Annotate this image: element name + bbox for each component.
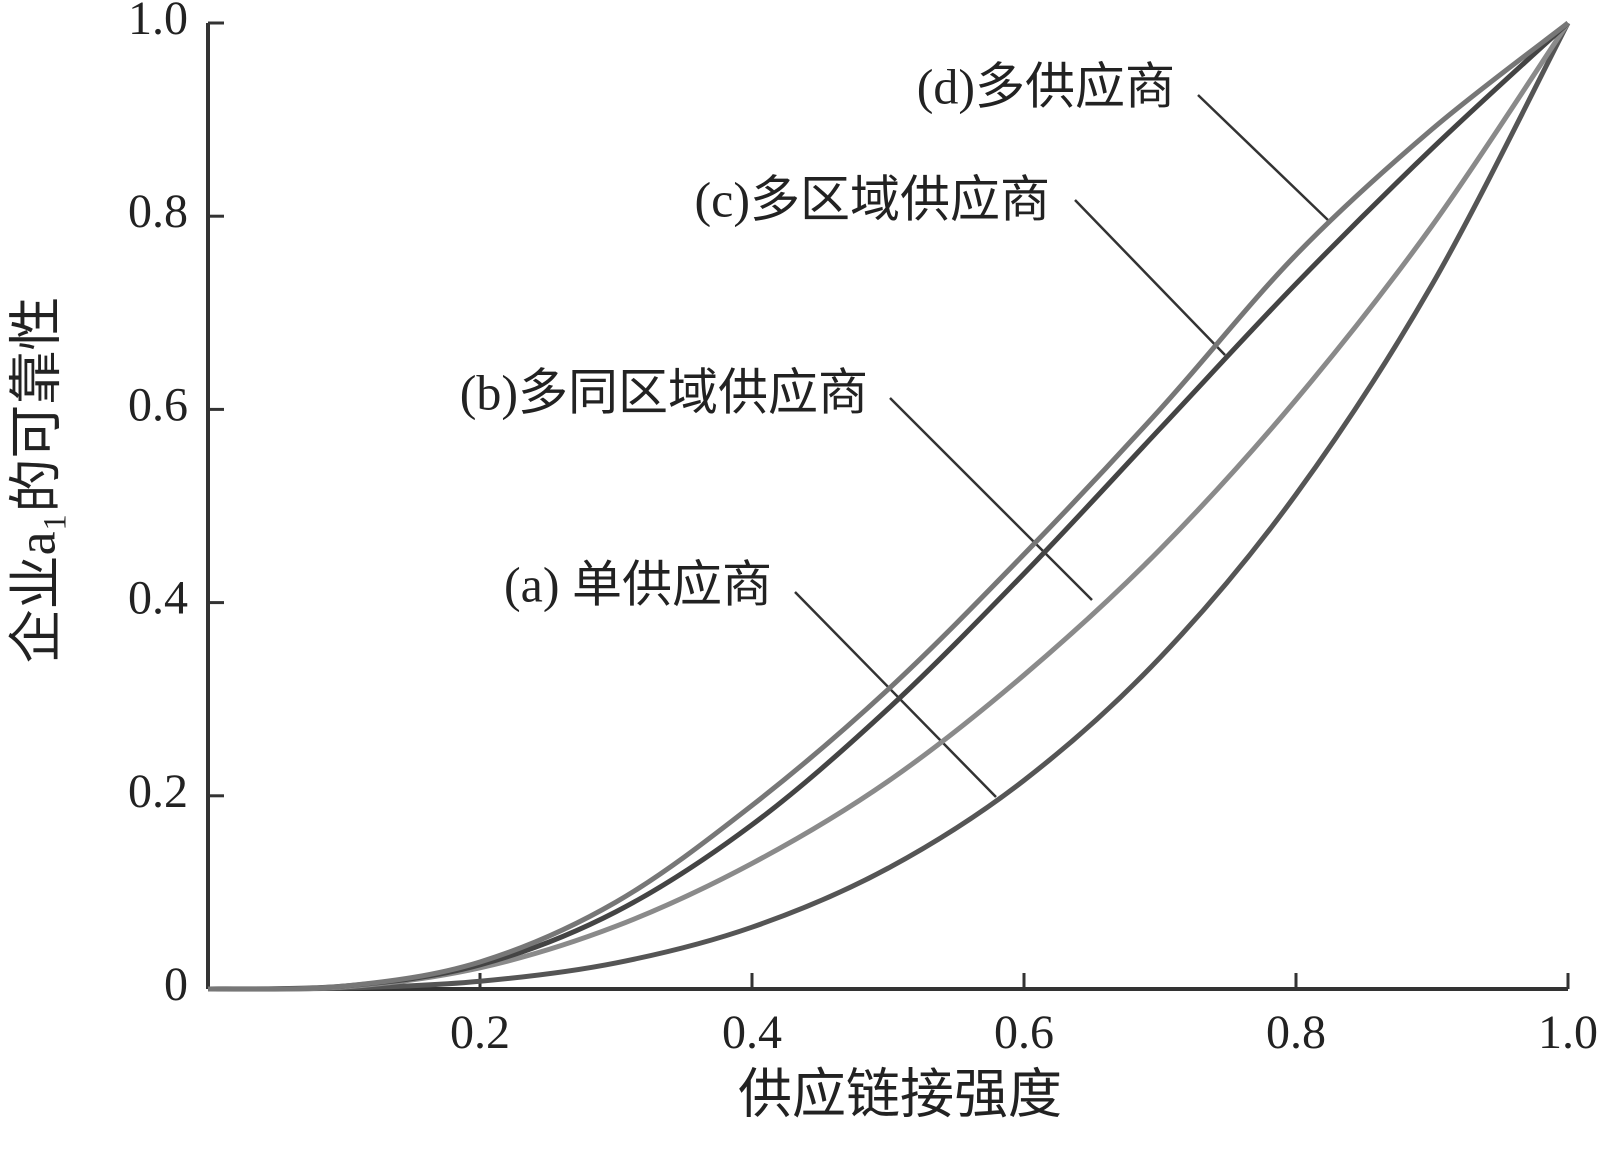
x-tick-label: 1.0 <box>1538 1006 1598 1059</box>
leader-line <box>794 591 997 798</box>
y-tick-label: 0.4 <box>128 572 188 625</box>
data-line <box>207 21 1571 992</box>
leader-line <box>1074 199 1226 356</box>
y-tick-label: 1.0 <box>128 0 188 45</box>
x-tick-label: 0.2 <box>450 1006 510 1059</box>
data-line <box>207 21 1570 992</box>
leader-line <box>889 397 1093 601</box>
data-line <box>207 21 1571 992</box>
annotation: (b)多同区域供应商 <box>460 364 868 420</box>
x-tick-label: 0.8 <box>1266 1006 1326 1059</box>
data-line <box>207 21 1570 992</box>
y-tick-label: 0.2 <box>128 765 188 818</box>
x-tick-label: 0.6 <box>994 1006 1054 1059</box>
leader-line <box>1197 94 1331 223</box>
annotation: (a) 单供应商 <box>504 556 772 612</box>
y-axis-label: 企业a₁的可靠性 <box>6 297 66 664</box>
x-tick-label: 0.4 <box>722 1006 782 1059</box>
annotation: (d)多供应商 <box>917 58 1175 114</box>
x-axis-label: 供应链接强度 <box>738 1064 1062 1124</box>
y-tick-label: 0 <box>164 958 188 1011</box>
y-tick-label: 0.8 <box>128 185 188 238</box>
y-tick-label: 0.6 <box>128 378 188 431</box>
annotation: (c)多区域供应商 <box>695 171 1051 227</box>
